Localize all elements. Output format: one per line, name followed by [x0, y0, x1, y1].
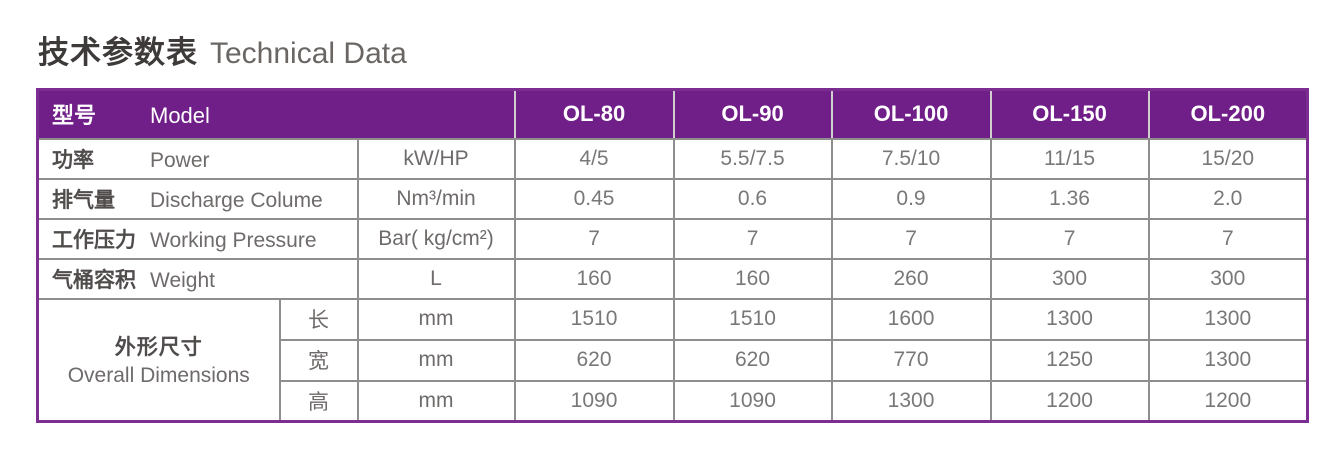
cell-width-ol-90: 620 [672, 338, 833, 382]
page-title-en: Technical Data [210, 37, 407, 70]
cell-discharge-ol-150: 1.36 [989, 177, 1150, 220]
cell-discharge-ol-80: 0.45 [513, 177, 675, 220]
row-tank-volume-unit: L [356, 257, 516, 300]
cell-height-ol-200: 1200 [1147, 379, 1309, 423]
cell-length-ol-90: 1510 [672, 297, 833, 341]
row-discharge-label: 排气量 Discharge Colume [36, 177, 359, 220]
header-col-ol-150: OL-150 [989, 89, 1149, 140]
dimension-axis-width: 宽 [278, 338, 359, 382]
cell-length-ol-150: 1300 [989, 297, 1150, 341]
dimension-axis-length: 长 [278, 297, 359, 341]
cell-power-ol-80: 4/5 [513, 137, 675, 180]
dimension-width-unit: mm [356, 338, 516, 382]
cell-length-ol-100: 1600 [830, 297, 992, 341]
header-col-ol-90: OL-90 [672, 89, 832, 140]
cell-height-ol-150: 1200 [989, 379, 1150, 423]
cell-tank-volume-ol-80: 160 [513, 257, 675, 300]
row-pressure-label-en: Working Pressure [150, 228, 317, 252]
cell-width-ol-100: 770 [830, 338, 992, 382]
cell-pressure-ol-200: 7 [1147, 217, 1309, 260]
technical-data-table: 型号 Model OL-80 OL-90 OL-100 OL-150 OL-20… [36, 88, 1310, 423]
cell-tank-volume-ol-100: 260 [830, 257, 992, 300]
cell-tank-volume-ol-90: 160 [672, 257, 833, 300]
row-pressure-label: 工作压力 Working Pressure [36, 217, 359, 260]
page-title: 技术参数表 Technical Data [38, 27, 407, 72]
row-power-label: 功率 Power [36, 137, 359, 180]
cell-discharge-ol-90: 0.6 [672, 177, 833, 220]
cell-length-ol-80: 1510 [513, 297, 675, 341]
header-col-ol-200: OL-200 [1147, 89, 1308, 140]
row-tank-volume-label-en: Weight [150, 268, 215, 292]
header-col-ol-100: OL-100 [830, 89, 991, 140]
dimensions-label-cell: 外形尺寸 Overall Dimensions [36, 297, 281, 423]
page-title-zh: 技术参数表 [38, 35, 198, 70]
row-discharge-label-zh: 排气量 [52, 188, 115, 212]
row-power-unit: kW/HP [356, 137, 516, 180]
dimension-length-unit: mm [356, 297, 516, 341]
row-power-label-zh: 功率 [52, 148, 94, 172]
cell-pressure-ol-150: 7 [989, 217, 1150, 260]
dimension-height-unit: mm [356, 379, 516, 423]
cell-width-ol-80: 620 [513, 338, 675, 382]
table-header-row: 型号 Model OL-80 OL-90 OL-100 OL-150 OL-20… [37, 89, 1308, 140]
row-dimension-length: 外形尺寸 Overall Dimensions 长 mm 1510 1510 1… [36, 297, 1309, 423]
row-tank-volume-label-zh: 气桶容积 [52, 268, 136, 292]
cell-power-ol-150: 11/15 [989, 137, 1150, 180]
cell-power-ol-100: 7.5/10 [830, 137, 992, 180]
row-discharge-label-en: Discharge Colume [150, 188, 323, 212]
cell-tank-volume-ol-150: 300 [989, 257, 1150, 300]
row-pressure: 工作压力 Working Pressure Bar( kg/cm²) 7 7 7… [36, 217, 1309, 260]
header-model-cell: 型号 Model [37, 89, 515, 140]
cell-pressure-ol-90: 7 [672, 217, 833, 260]
cell-pressure-ol-100: 7 [830, 217, 992, 260]
row-tank-volume-label: 气桶容积 Weight [36, 257, 359, 300]
cell-discharge-ol-100: 0.9 [830, 177, 992, 220]
cell-height-ol-90: 1090 [672, 379, 833, 423]
cell-width-ol-150: 1250 [989, 338, 1150, 382]
header-model-pair: 型号 Model [39, 98, 210, 130]
header-model-en: Model [150, 103, 210, 129]
dimension-axis-height: 高 [278, 379, 359, 423]
cell-tank-volume-ol-200: 300 [1147, 257, 1309, 300]
header-model-zh: 型号 [52, 103, 97, 129]
row-pressure-label-zh: 工作压力 [52, 228, 136, 252]
cell-pressure-ol-80: 7 [513, 217, 675, 260]
cell-height-ol-80: 1090 [513, 379, 675, 423]
row-tank-volume: 气桶容积 Weight L 160 160 260 300 300 [36, 257, 1309, 300]
cell-height-ol-100: 1300 [830, 379, 992, 423]
row-power: 功率 Power kW/HP 4/5 5.5/7.5 7.5/10 11/15 … [36, 137, 1309, 180]
cell-power-ol-200: 15/20 [1147, 137, 1309, 180]
cell-width-ol-200: 1300 [1147, 338, 1309, 382]
row-discharge: 排气量 Discharge Colume Nm³/min 0.45 0.6 0.… [36, 177, 1309, 220]
cell-length-ol-200: 1300 [1147, 297, 1309, 341]
dimensions-label-en: Overall Dimensions [67, 364, 250, 388]
dimensions-label-zh: 外形尺寸 [114, 336, 203, 360]
row-dimension-height: 高 mm 1090 1090 1300 1200 1200 [38, 379, 1309, 423]
row-dimension-width: 宽 mm 620 620 770 1250 1300 [38, 338, 1309, 382]
row-power-label-en: Power [150, 148, 210, 172]
header-col-ol-80: OL-80 [513, 89, 674, 140]
row-discharge-unit: Nm³/min [356, 177, 516, 220]
cell-discharge-ol-200: 2.0 [1147, 177, 1309, 220]
cell-power-ol-90: 5.5/7.5 [672, 137, 833, 180]
row-pressure-unit: Bar( kg/cm²) [356, 217, 516, 260]
